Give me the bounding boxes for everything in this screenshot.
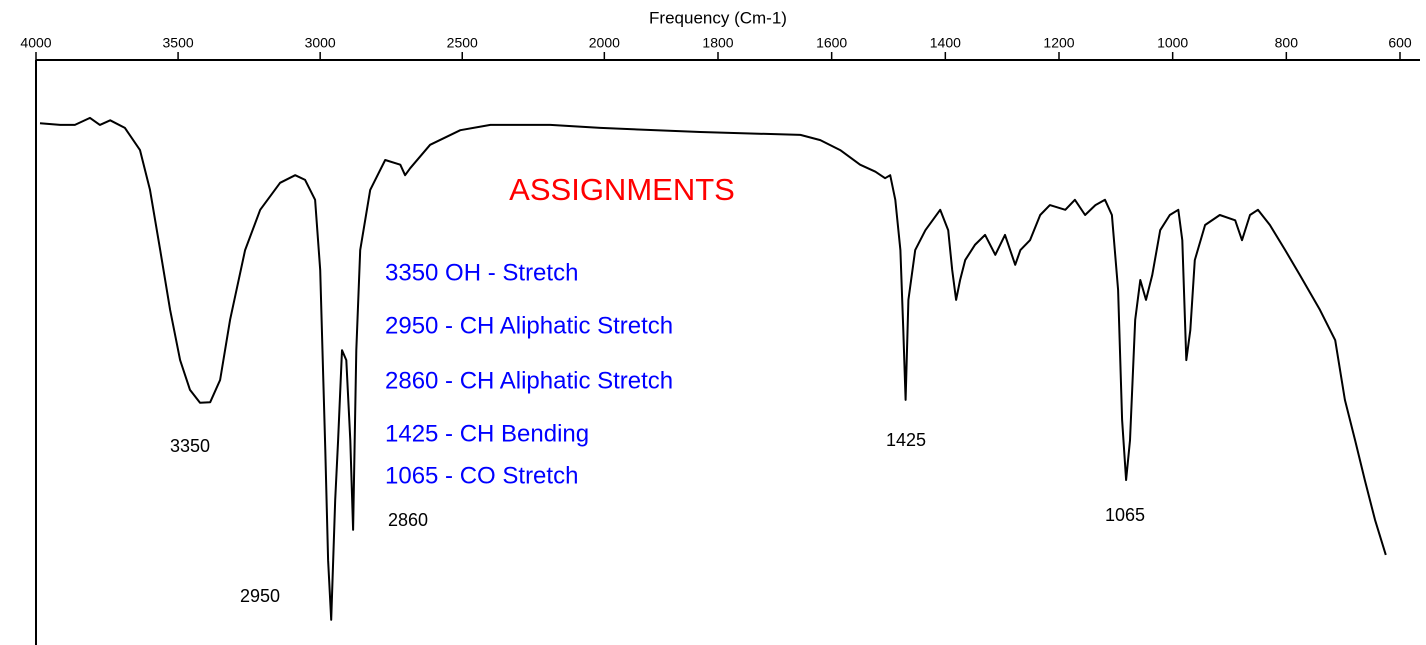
x-tick-label: 600 bbox=[1388, 35, 1412, 51]
spectrum-line bbox=[39, 116, 1387, 621]
peak-label: 1425 bbox=[886, 430, 926, 450]
x-tick-label: 1800 bbox=[702, 35, 733, 51]
x-tick-label: 3000 bbox=[305, 35, 336, 51]
assignment: 2950 - CH Aliphatic Stretch bbox=[385, 312, 673, 339]
assignments-title: ASSIGNMENTS bbox=[509, 172, 735, 207]
x-tick-label: 1000 bbox=[1157, 35, 1188, 51]
peak-label: 1065 bbox=[1105, 505, 1145, 525]
x-tick-label: 4000 bbox=[20, 35, 51, 51]
x-tick-label: 3500 bbox=[163, 35, 194, 51]
x-tick-label: 800 bbox=[1275, 35, 1299, 51]
assignment: 2860 - CH Aliphatic Stretch bbox=[385, 367, 673, 394]
peak-label: 3350 bbox=[170, 436, 210, 456]
x-tick-label: 2000 bbox=[589, 35, 620, 51]
peak-label: 2860 bbox=[388, 510, 428, 530]
x-tick-label: 1600 bbox=[816, 35, 847, 51]
assignment: 1425 - CH Bending bbox=[385, 420, 589, 447]
x-tick-label: 1200 bbox=[1043, 35, 1074, 51]
x-axis-label: Frequency (Cm-1) bbox=[649, 8, 787, 27]
assignments: 3350 OH - Stretch 2950 - CH Aliphatic St… bbox=[385, 259, 673, 489]
x-tick-label: 1400 bbox=[930, 35, 961, 51]
assignment: 1065 - CO Stretch bbox=[385, 462, 578, 489]
assignment: 3350 OH - Stretch bbox=[385, 259, 578, 286]
x-tick-label: 2500 bbox=[447, 35, 478, 51]
peak-label: 2950 bbox=[240, 586, 280, 606]
